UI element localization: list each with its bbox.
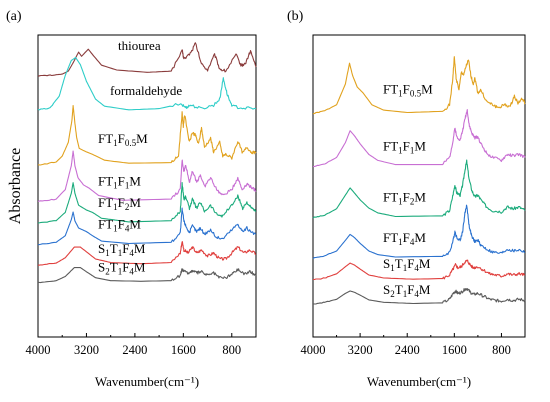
panel-b-xlabel: Wavenumber(cm⁻¹) bbox=[367, 374, 471, 389]
series-line-ft1f1m bbox=[312, 109, 526, 168]
x-tick-label: 2400 bbox=[395, 343, 420, 357]
x-tick-label: 800 bbox=[492, 343, 511, 357]
series-line-ft1f4m bbox=[312, 204, 526, 259]
x-tick-label: 800 bbox=[222, 343, 241, 357]
series-line-thiourea bbox=[37, 42, 257, 77]
panel-a-frame bbox=[37, 34, 257, 338]
series-label: S2T1F4M bbox=[98, 259, 146, 276]
series-line-ft1f4m bbox=[37, 207, 257, 246]
panel-a-ylabel: Absorbance bbox=[7, 148, 24, 224]
x-tick-label: 1600 bbox=[442, 343, 467, 357]
series-line-ft1f0-5m bbox=[312, 56, 526, 115]
x-tick-label: 1600 bbox=[171, 343, 196, 357]
series-line-s1t1f4m bbox=[312, 259, 526, 281]
panel-a: (a) Absorbance Wavenumber(cm⁻¹) 4000 3200… bbox=[6, 9, 257, 389]
panel-b-frame bbox=[312, 34, 526, 338]
series-line-ft1f2m bbox=[312, 159, 526, 219]
x-tick-label: 4000 bbox=[301, 343, 326, 357]
series-label: thiourea bbox=[118, 38, 161, 53]
series-line-ft1f0-5m bbox=[37, 105, 257, 166]
series-label: FT1F2M bbox=[383, 190, 426, 207]
x-tick-label: 3200 bbox=[348, 343, 373, 357]
series-line-s2t1f4m bbox=[37, 267, 257, 284]
series-line-formaldehyde bbox=[37, 56, 257, 111]
series-label: S1T1F4M bbox=[98, 241, 146, 258]
series-label: FT1F0.5M bbox=[383, 82, 433, 99]
series-label: S1T1F4M bbox=[383, 256, 431, 273]
series-line-s2t1f4m bbox=[312, 287, 526, 305]
panel-b: (b) Wavenumber(cm⁻¹) 4000 3200 2400 1600 800… bbox=[287, 9, 526, 389]
x-tick-label: 4000 bbox=[26, 343, 51, 357]
panel-a-letter: (a) bbox=[6, 9, 22, 24]
series-label: FT1F4M bbox=[383, 230, 426, 247]
series-label: FT1F1M bbox=[98, 173, 141, 190]
panel-a-series bbox=[37, 42, 257, 284]
series-line-ft1f1m bbox=[37, 150, 257, 202]
x-tick-label: 2400 bbox=[122, 343, 147, 357]
series-line-s1t1f4m bbox=[37, 241, 257, 266]
panel-a-xlabel: Wavenumber(cm⁻¹) bbox=[95, 374, 199, 389]
panel-b-ticks: 4000 3200 2400 1600 800 bbox=[301, 333, 526, 357]
series-label: FT1F1M bbox=[383, 138, 426, 155]
panel-a-ticks: 4000 3200 2400 1600 800 bbox=[26, 333, 257, 357]
series-line-ft1f2m bbox=[37, 182, 257, 224]
series-label: FT1F0.5M bbox=[98, 131, 148, 148]
panel-b-series-labels: FT1F0.5M FT1F1M FT1F2M FT1F4M S1T1F4M S2T1F4M bbox=[383, 82, 433, 299]
x-tick-label: 3200 bbox=[74, 343, 99, 357]
series-label: FT1F2M bbox=[98, 195, 141, 212]
series-label: formaldehyde bbox=[110, 83, 182, 98]
series-label: S2T1F4M bbox=[383, 282, 431, 299]
panel-b-letter: (b) bbox=[287, 9, 304, 24]
panel-a-series-labels: thiourea formaldehyde FT1F0.5M FT1F1M FT1F2M… bbox=[98, 38, 182, 277]
panel-b-series bbox=[312, 56, 526, 305]
series-label: FT1F4M bbox=[98, 217, 141, 234]
